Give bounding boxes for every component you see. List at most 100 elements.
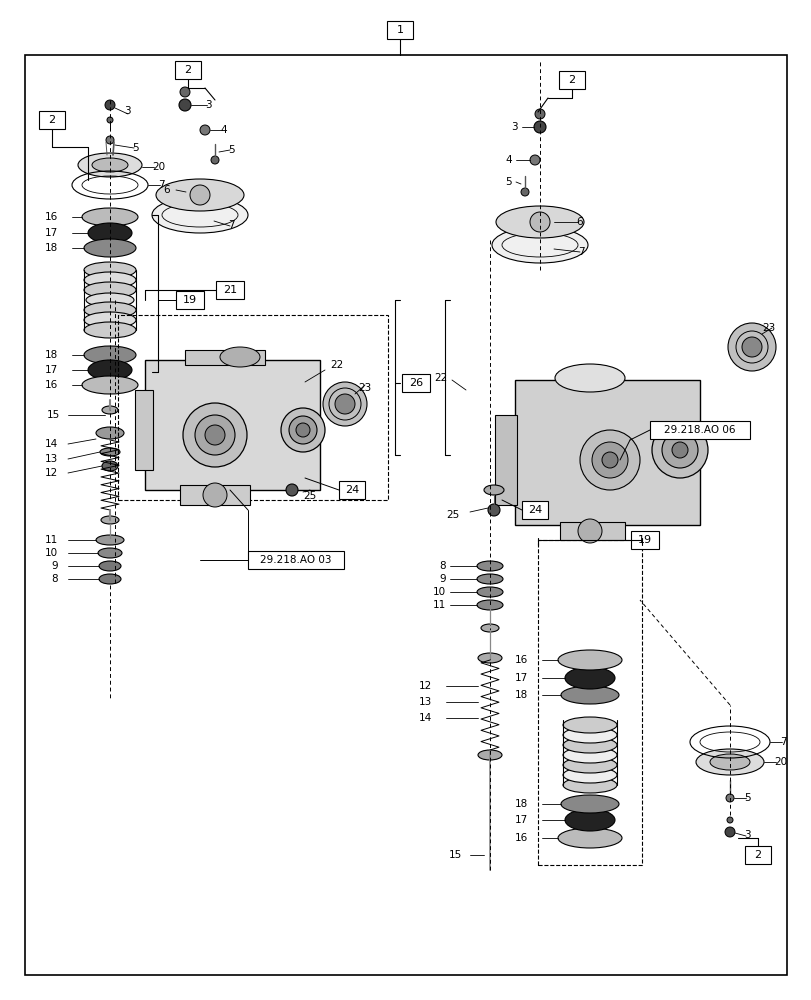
- Text: 17: 17: [514, 673, 527, 683]
- Text: 10: 10: [45, 548, 58, 558]
- Circle shape: [579, 430, 639, 490]
- Ellipse shape: [562, 737, 616, 753]
- Text: 5: 5: [132, 143, 139, 153]
- Ellipse shape: [557, 828, 621, 848]
- Circle shape: [178, 99, 191, 111]
- Ellipse shape: [156, 179, 243, 211]
- Bar: [514, 380, 699, 525]
- Circle shape: [661, 432, 697, 468]
- Bar: [560, 522, 624, 540]
- Ellipse shape: [564, 667, 614, 689]
- Circle shape: [725, 794, 733, 802]
- Text: 25: 25: [303, 491, 315, 501]
- Text: 17: 17: [45, 365, 58, 375]
- Bar: [744, 846, 770, 864]
- Text: 16: 16: [514, 655, 527, 665]
- Text: 19: 19: [182, 295, 197, 305]
- Text: 3: 3: [124, 106, 131, 116]
- Ellipse shape: [564, 809, 614, 831]
- Ellipse shape: [557, 650, 621, 670]
- Ellipse shape: [491, 227, 587, 263]
- Ellipse shape: [562, 777, 616, 793]
- Ellipse shape: [101, 516, 119, 524]
- Bar: [401, 374, 430, 392]
- Ellipse shape: [152, 197, 247, 233]
- Text: 4: 4: [220, 125, 226, 135]
- Circle shape: [182, 403, 247, 467]
- Text: 29.218.AO 06: 29.218.AO 06: [663, 425, 735, 435]
- Circle shape: [530, 212, 549, 232]
- Ellipse shape: [476, 600, 502, 610]
- Ellipse shape: [483, 485, 504, 495]
- Circle shape: [296, 423, 310, 437]
- Text: 9: 9: [51, 561, 58, 571]
- Text: 10: 10: [432, 587, 445, 597]
- Circle shape: [106, 136, 114, 144]
- Ellipse shape: [560, 686, 618, 704]
- Bar: [387, 21, 413, 39]
- Text: 5: 5: [743, 793, 749, 803]
- Circle shape: [487, 504, 500, 516]
- Circle shape: [591, 442, 627, 478]
- Circle shape: [195, 415, 234, 455]
- Ellipse shape: [99, 561, 121, 571]
- Circle shape: [651, 422, 707, 478]
- Circle shape: [200, 125, 210, 135]
- Text: 22: 22: [329, 360, 343, 370]
- Text: 22: 22: [434, 373, 448, 383]
- Ellipse shape: [96, 427, 124, 439]
- Text: 12: 12: [418, 681, 431, 691]
- Text: 13: 13: [45, 454, 58, 464]
- Ellipse shape: [220, 347, 260, 367]
- Ellipse shape: [554, 364, 624, 392]
- Ellipse shape: [84, 346, 135, 364]
- Ellipse shape: [84, 282, 135, 298]
- Ellipse shape: [102, 406, 118, 414]
- Bar: [558, 71, 584, 89]
- Ellipse shape: [102, 461, 118, 471]
- Text: 12: 12: [45, 468, 58, 478]
- Ellipse shape: [84, 302, 135, 318]
- Text: 14: 14: [418, 713, 431, 723]
- Text: 5: 5: [228, 145, 234, 155]
- Circle shape: [672, 442, 687, 458]
- Ellipse shape: [709, 754, 749, 770]
- Ellipse shape: [562, 717, 616, 733]
- Text: 18: 18: [514, 690, 527, 700]
- Circle shape: [601, 452, 617, 468]
- Text: 5: 5: [504, 177, 512, 187]
- Circle shape: [577, 519, 601, 543]
- Circle shape: [190, 185, 210, 205]
- Ellipse shape: [86, 293, 134, 307]
- Text: 24: 24: [345, 485, 358, 495]
- Text: 7: 7: [779, 737, 786, 747]
- Text: 16: 16: [514, 833, 527, 843]
- Ellipse shape: [562, 757, 616, 773]
- Ellipse shape: [335, 394, 354, 414]
- Circle shape: [204, 425, 225, 445]
- Text: 2: 2: [184, 65, 191, 75]
- Text: 2: 2: [568, 75, 575, 85]
- Circle shape: [180, 87, 190, 97]
- Ellipse shape: [92, 158, 128, 172]
- Bar: [216, 281, 243, 299]
- Ellipse shape: [727, 323, 775, 371]
- Text: 23: 23: [358, 383, 371, 393]
- Text: 2: 2: [753, 850, 761, 860]
- Text: 3: 3: [511, 122, 517, 132]
- Text: 14: 14: [45, 439, 58, 449]
- Bar: [39, 111, 65, 129]
- Ellipse shape: [84, 322, 135, 338]
- Text: 26: 26: [409, 378, 423, 388]
- Text: 29.218.AO 03: 29.218.AO 03: [260, 555, 332, 565]
- Text: 16: 16: [45, 212, 58, 222]
- Text: 1: 1: [396, 25, 403, 35]
- Circle shape: [530, 155, 539, 165]
- Text: 23: 23: [761, 323, 775, 333]
- Circle shape: [281, 408, 324, 452]
- Text: 13: 13: [418, 697, 431, 707]
- Text: 15: 15: [448, 850, 461, 860]
- Bar: [176, 291, 204, 309]
- Ellipse shape: [480, 624, 499, 632]
- Bar: [630, 531, 659, 549]
